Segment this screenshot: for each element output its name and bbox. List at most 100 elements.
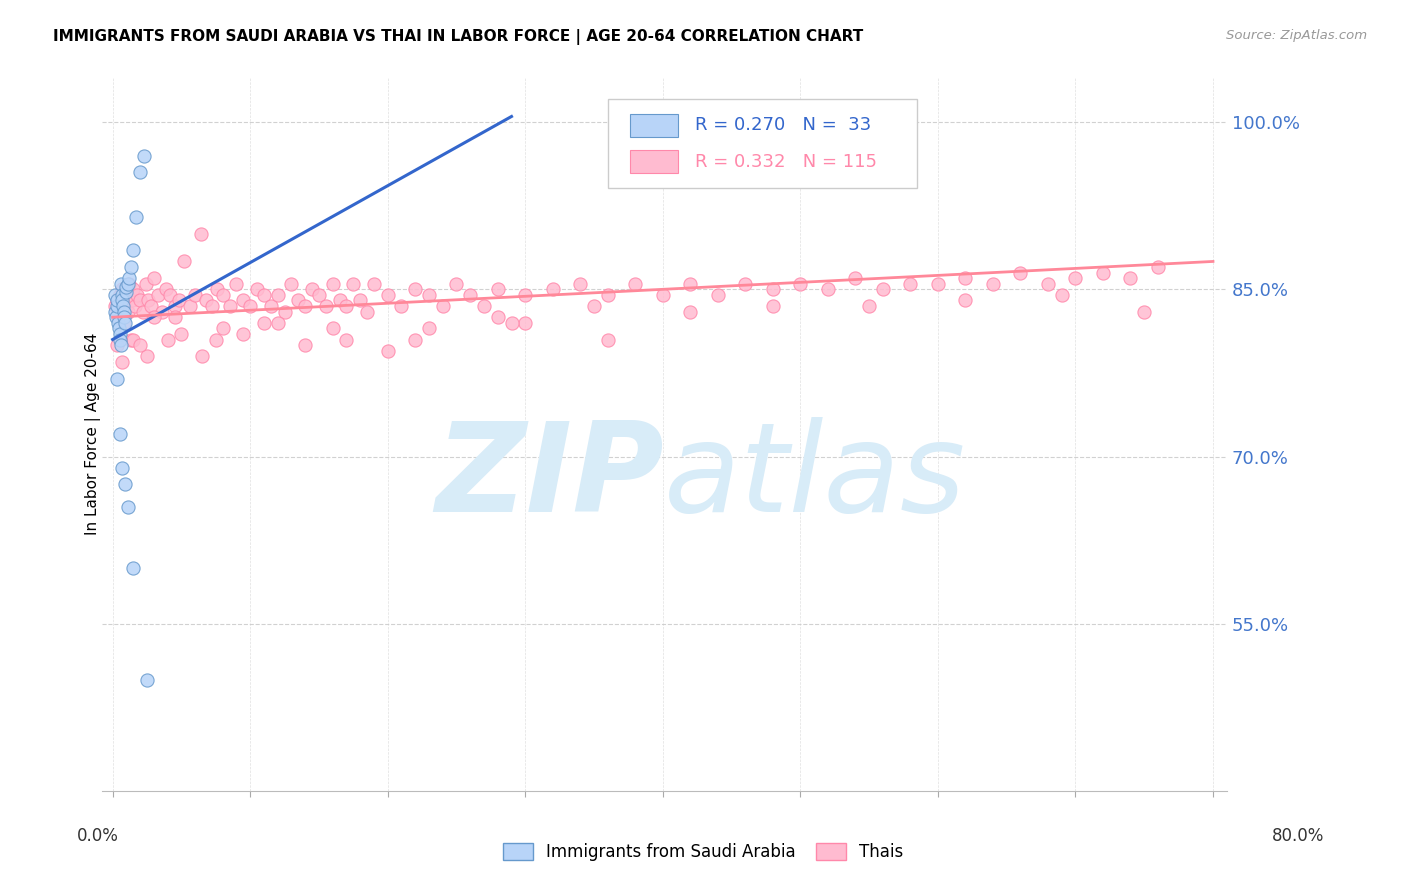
Point — [104, 288, 127, 302]
Text: R = 0.332   N = 115: R = 0.332 N = 115 — [695, 153, 876, 170]
Point — [105, 293, 128, 308]
Point — [163, 310, 186, 325]
Point — [111, 282, 134, 296]
Point — [315, 299, 337, 313]
Point — [163, 299, 186, 313]
Point — [122, 333, 145, 347]
Point — [1036, 277, 1059, 291]
Bar — [630, 114, 678, 136]
Point — [322, 321, 344, 335]
Text: R = 0.270   N =  33: R = 0.270 N = 33 — [695, 116, 870, 135]
Point — [115, 280, 138, 294]
Point — [458, 288, 481, 302]
Point — [110, 338, 132, 352]
Point — [1091, 266, 1114, 280]
Point — [159, 288, 181, 302]
Point — [486, 282, 509, 296]
Point — [239, 299, 262, 313]
Point — [232, 326, 254, 341]
Point — [955, 293, 977, 308]
Point — [108, 288, 131, 302]
Point — [205, 282, 228, 296]
Point — [232, 293, 254, 308]
Point — [179, 299, 201, 313]
Point — [118, 271, 141, 285]
Point — [872, 282, 894, 296]
Point — [1147, 260, 1170, 274]
Point — [124, 299, 146, 313]
Point — [817, 282, 839, 296]
Text: 0.0%: 0.0% — [77, 827, 120, 845]
Point — [114, 316, 136, 330]
Point — [679, 277, 702, 291]
Point — [104, 299, 127, 313]
Point — [150, 304, 173, 318]
Point — [446, 277, 468, 291]
Point — [294, 299, 316, 313]
Point — [195, 293, 218, 308]
Point — [129, 293, 152, 308]
Point — [138, 293, 160, 308]
Text: ZIP: ZIP — [436, 417, 664, 538]
Point — [432, 299, 454, 313]
Point — [141, 299, 163, 313]
Point — [173, 254, 195, 268]
Point — [111, 460, 134, 475]
Point — [191, 349, 214, 363]
Point — [267, 288, 290, 302]
Point — [114, 477, 136, 491]
Point — [184, 288, 207, 302]
Point — [112, 310, 135, 325]
Point — [734, 277, 756, 291]
Point — [762, 282, 785, 296]
Point — [329, 293, 352, 308]
Point — [156, 333, 179, 347]
Point — [1133, 304, 1156, 318]
Point — [121, 293, 143, 308]
Point — [122, 282, 145, 296]
Point — [108, 304, 131, 318]
Point — [107, 316, 129, 330]
Point — [114, 299, 136, 313]
Point — [335, 333, 357, 347]
Point — [280, 277, 302, 291]
Point — [472, 299, 495, 313]
Point — [129, 338, 152, 352]
Point — [129, 165, 152, 179]
Point — [391, 299, 413, 313]
Point — [107, 293, 129, 308]
Point — [134, 148, 156, 162]
Point — [596, 333, 619, 347]
Point — [225, 277, 247, 291]
Point — [108, 427, 131, 442]
Point — [114, 285, 136, 299]
Point — [273, 304, 295, 318]
Point — [107, 310, 129, 325]
Point — [955, 271, 977, 285]
Point — [260, 299, 283, 313]
Point — [136, 349, 159, 363]
Legend: Immigrants from Saudi Arabia, Thais: Immigrants from Saudi Arabia, Thais — [496, 836, 910, 868]
Y-axis label: In Labor Force | Age 20-64: In Labor Force | Age 20-64 — [86, 333, 101, 535]
Point — [246, 282, 269, 296]
Point — [170, 326, 193, 341]
Point — [146, 288, 169, 302]
Point — [404, 282, 426, 296]
Point — [204, 333, 226, 347]
Point — [844, 271, 866, 285]
Point — [900, 277, 922, 291]
Point — [349, 293, 371, 308]
Text: atlas: atlas — [664, 417, 966, 538]
Point — [211, 321, 233, 335]
Point — [142, 271, 165, 285]
Point — [104, 304, 127, 318]
Point — [190, 227, 212, 241]
Point — [127, 288, 149, 302]
Point — [583, 299, 606, 313]
Point — [789, 277, 811, 291]
Point — [1010, 266, 1032, 280]
Point — [253, 288, 276, 302]
Point — [105, 310, 128, 325]
Point — [267, 316, 290, 330]
Point — [363, 277, 385, 291]
